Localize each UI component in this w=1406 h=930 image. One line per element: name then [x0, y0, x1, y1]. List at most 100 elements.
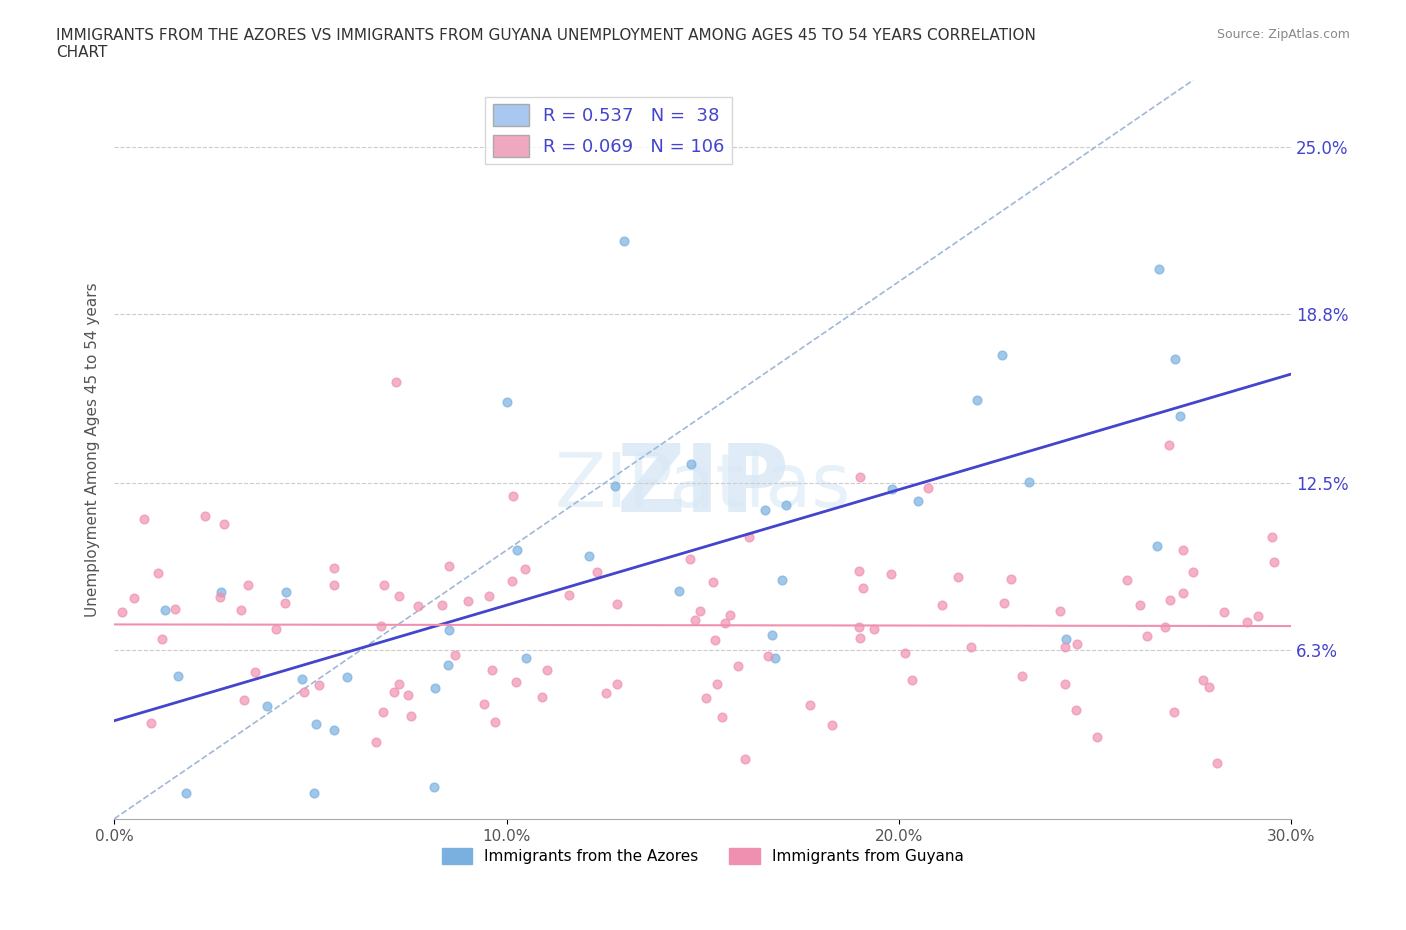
Point — [1129, 598, 1152, 613]
Point — [702, 575, 724, 590]
Legend: Immigrants from the Azores, Immigrants from Guyana: Immigrants from the Azores, Immigrants f… — [436, 842, 970, 870]
Point — [894, 645, 917, 660]
Point — [396, 687, 419, 702]
Point — [477, 589, 499, 604]
Point — [578, 548, 600, 563]
Point — [907, 494, 929, 509]
Point — [371, 704, 394, 719]
Point — [761, 627, 783, 642]
Point — [111, 604, 134, 619]
Point — [174, 786, 197, 801]
Point — [1247, 608, 1270, 623]
Point — [484, 714, 506, 729]
Point — [132, 512, 155, 526]
Point — [385, 374, 408, 389]
Point — [848, 619, 870, 634]
Point — [515, 650, 537, 665]
Point — [1163, 705, 1185, 720]
Point — [754, 503, 776, 518]
Point — [211, 585, 233, 600]
Point — [232, 692, 254, 707]
Point — [231, 603, 253, 618]
Point — [1000, 572, 1022, 587]
Point — [364, 734, 387, 749]
Point — [606, 596, 628, 611]
Point — [308, 677, 330, 692]
Point — [727, 658, 749, 673]
Point — [388, 676, 411, 691]
Point — [292, 684, 315, 699]
Point — [849, 631, 872, 645]
Point — [849, 470, 872, 485]
Point — [146, 565, 169, 580]
Point — [290, 671, 312, 686]
Point — [917, 481, 939, 496]
Point — [1018, 474, 1040, 489]
Point — [406, 598, 429, 613]
Point — [481, 662, 503, 677]
Point — [432, 597, 454, 612]
Point — [439, 559, 461, 574]
Point — [264, 622, 287, 637]
Point — [799, 698, 821, 713]
Point — [141, 716, 163, 731]
Point — [704, 632, 727, 647]
Point — [501, 573, 523, 588]
Point — [714, 616, 737, 631]
Point — [852, 581, 875, 596]
Point — [274, 596, 297, 611]
Point — [1213, 605, 1236, 620]
Point — [775, 498, 797, 513]
Point — [1236, 615, 1258, 630]
Point — [821, 718, 844, 733]
Point — [437, 622, 460, 637]
Point — [679, 457, 702, 472]
Point — [209, 589, 232, 604]
Point — [1205, 755, 1227, 770]
Y-axis label: Unemployment Among Ages 45 to 54 years: Unemployment Among Ages 45 to 54 years — [86, 282, 100, 617]
Point — [322, 723, 344, 737]
Point — [586, 565, 609, 579]
Point — [848, 564, 870, 578]
Point — [685, 612, 707, 627]
Point — [595, 685, 617, 700]
Point — [305, 716, 328, 731]
Point — [880, 566, 903, 581]
Point — [472, 697, 495, 711]
Text: IMMIGRANTS FROM THE AZORES VS IMMIGRANTS FROM GUYANA UNEMPLOYMENT AMONG AGES 45 : IMMIGRANTS FROM THE AZORES VS IMMIGRANTS… — [56, 28, 1036, 60]
Point — [1053, 640, 1076, 655]
Point — [1198, 679, 1220, 694]
Point — [1263, 554, 1285, 569]
Text: ZIP: ZIP — [616, 441, 789, 532]
Point — [946, 570, 969, 585]
Point — [1153, 619, 1175, 634]
Point — [1157, 438, 1180, 453]
Point — [991, 348, 1014, 363]
Point — [236, 578, 259, 592]
Point — [495, 395, 517, 410]
Point — [1054, 676, 1077, 691]
Point — [531, 689, 554, 704]
Point — [1159, 593, 1181, 608]
Point — [194, 509, 217, 524]
Point — [1182, 565, 1205, 579]
Point — [336, 670, 359, 684]
Point — [444, 648, 467, 663]
Point — [425, 681, 447, 696]
Point — [1147, 261, 1170, 276]
Point — [738, 529, 761, 544]
Point — [322, 578, 344, 592]
Point — [256, 698, 278, 713]
Point — [706, 676, 728, 691]
Point — [505, 675, 527, 690]
Point — [1049, 604, 1071, 618]
Point — [613, 233, 636, 248]
Point — [734, 752, 756, 767]
Point — [437, 658, 460, 672]
Point — [1011, 668, 1033, 683]
Point — [558, 587, 581, 602]
Point — [399, 709, 422, 724]
Point — [1168, 408, 1191, 423]
Point — [245, 665, 267, 680]
Point — [882, 482, 904, 497]
